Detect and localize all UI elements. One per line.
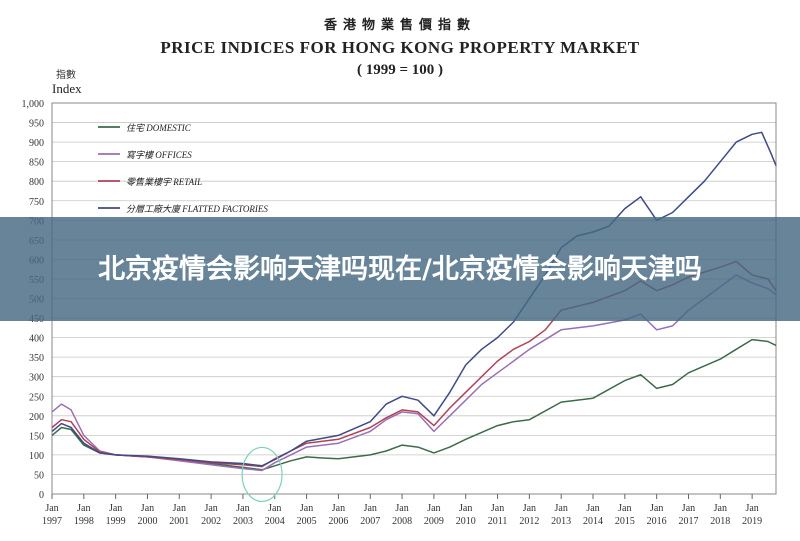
y-tick-label: 250 <box>29 392 44 403</box>
y-tick-label: 950 <box>29 119 44 130</box>
x-tick-label-year: 2005 <box>297 516 317 527</box>
x-tick-label-month: Jan <box>300 503 313 514</box>
x-tick-label-year: 2003 <box>233 516 253 527</box>
x-tick-label-year: 2002 <box>201 516 221 527</box>
x-tick-label-year: 2013 <box>551 516 571 527</box>
legend-label: 寫字樓 OFFICES <box>126 150 192 160</box>
y-tick-label: 850 <box>29 158 44 169</box>
chart-subtitle: ( 1999 = 100 ) <box>356 62 444 78</box>
y-axis-label: Index <box>52 81 82 96</box>
x-tick-label-month: Jan <box>268 503 281 514</box>
y-tick-label: 750 <box>29 197 44 208</box>
x-tick-label-year: 1999 <box>106 516 126 527</box>
series-line-flatted-factories <box>51 131 777 467</box>
y-tick-label: 400 <box>29 334 44 345</box>
x-tick-label-month: Jan <box>491 503 504 514</box>
overlay-banner-text: 北京疫情会影响天津吗现在/北京疫情会影响天津吗 <box>98 253 702 285</box>
chart-title: PRICE INDICES FOR HONG KONG PROPERTY MAR… <box>160 38 640 57</box>
legend-label: 零售業樓宇 RETAIL <box>126 177 202 187</box>
x-tick-label-year: 2006 <box>328 516 348 527</box>
x-tick-label-year: 2007 <box>360 516 380 527</box>
x-tick-label-month: Jan <box>586 503 599 514</box>
x-tick-label-year: 1998 <box>74 516 94 527</box>
x-tick-label-year: 2009 <box>424 516 444 527</box>
x-tick-label-month: Jan <box>395 503 408 514</box>
legend-label: 分層工廠大廈 FLATTED FACTORIES <box>126 204 268 214</box>
x-tick-label-year: 2017 <box>678 516 698 527</box>
x-tick-label-month: Jan <box>204 503 217 514</box>
x-tick-label-month: Jan <box>650 503 663 514</box>
x-tick-label-year: 2004 <box>265 516 285 527</box>
y-tick-label: 150 <box>29 431 44 442</box>
overlay-banner: 北京疫情会影响天津吗现在/北京疫情会影响天津吗 <box>0 217 800 321</box>
x-tick-label-year: 1997 <box>42 516 62 527</box>
y-tick-label: 900 <box>29 138 44 149</box>
x-tick-label-month: Jan <box>745 503 758 514</box>
x-tick-label-month: Jan <box>109 503 122 514</box>
y-tick-label: 800 <box>29 177 44 188</box>
x-tick-label-month: Jan <box>682 503 695 514</box>
x-tick-label-year: 2019 <box>742 516 762 527</box>
x-tick-label-year: 2018 <box>710 516 730 527</box>
x-tick-label-year: 2015 <box>615 516 635 527</box>
x-tick-label-month: Jan <box>77 503 90 514</box>
x-tick-label-year: 2014 <box>583 516 603 527</box>
x-tick-label-year: 2016 <box>647 516 667 527</box>
x-tick-label-month: Jan <box>523 503 536 514</box>
x-tick-label-month: Jan <box>714 503 727 514</box>
x-tick-label-year: 2000 <box>137 516 157 527</box>
legend-label: 住宅 DOMESTIC <box>126 123 192 133</box>
x-tick-label-month: Jan <box>459 503 472 514</box>
y-axis-label-chinese: 指數 <box>56 70 76 81</box>
x-tick-label-month: Jan <box>364 503 377 514</box>
x-tick-label-month: Jan <box>45 503 58 514</box>
y-tick-label: 200 <box>29 412 44 423</box>
x-tick-label-year: 2012 <box>519 516 539 527</box>
y-tick-label: 100 <box>29 451 44 462</box>
chart-title-chinese: 香港物業售價指數 <box>323 17 476 32</box>
x-tick-label-month: Jan <box>141 503 154 514</box>
annotation-circle <box>241 446 283 503</box>
y-tick-label: 300 <box>29 373 44 384</box>
x-tick-label-month: Jan <box>427 503 440 514</box>
x-tick-label-month: Jan <box>173 503 186 514</box>
x-tick-label-month: Jan <box>332 503 345 514</box>
x-tick-label-month: Jan <box>236 503 249 514</box>
y-tick-label: 350 <box>29 353 44 364</box>
y-tick-label: 50 <box>34 470 44 481</box>
y-tick-label: 0 <box>39 490 44 501</box>
series-line-domestic <box>51 338 777 471</box>
x-tick-label-year: 2001 <box>169 516 189 527</box>
y-tick-label: 1,000 <box>22 99 45 110</box>
x-tick-label-month: Jan <box>555 503 568 514</box>
x-tick-label-year: 2010 <box>456 516 476 527</box>
x-tick-label-year: 2008 <box>392 516 412 527</box>
x-tick-label-month: Jan <box>618 503 631 514</box>
x-tick-label-year: 2011 <box>488 516 508 527</box>
